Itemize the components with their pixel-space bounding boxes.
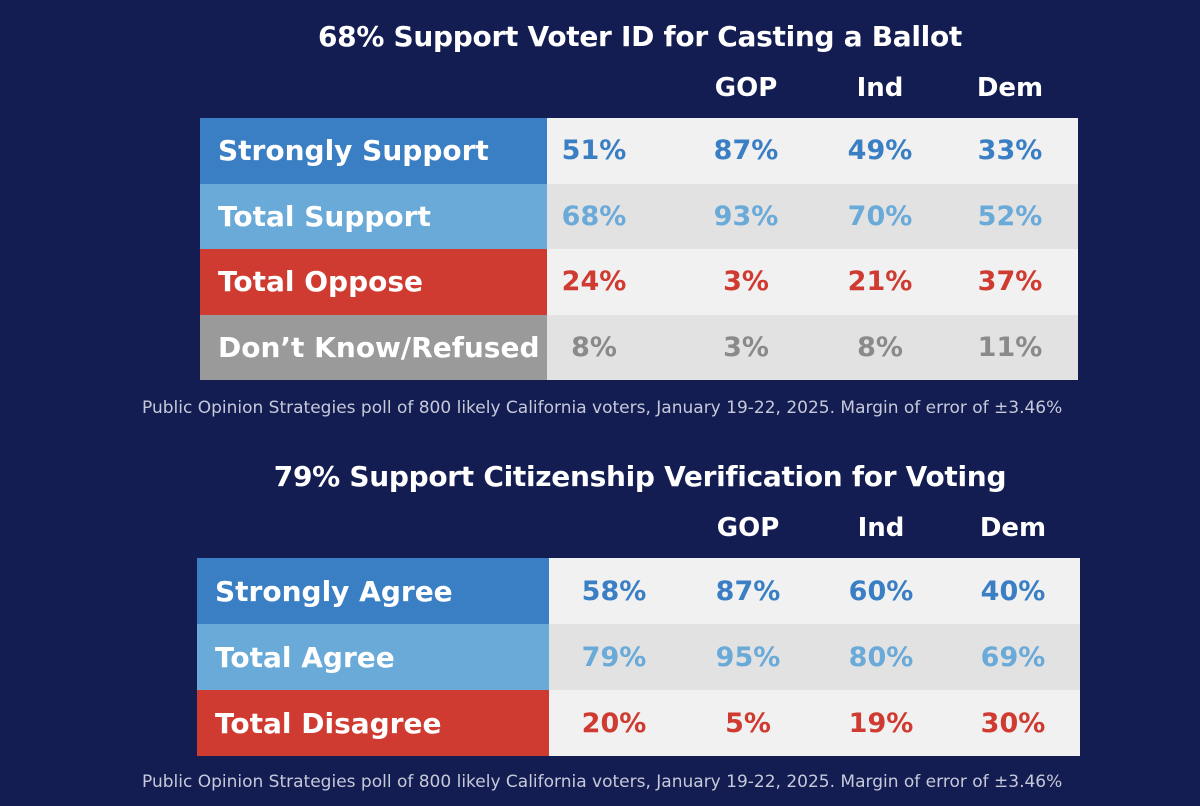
table-cell: 95% bbox=[715, 641, 781, 673]
column-header: Dem bbox=[979, 513, 1047, 543]
table-cell: 37% bbox=[977, 266, 1043, 298]
row-label: Total Oppose bbox=[200, 249, 547, 315]
table-cell: 8% bbox=[571, 331, 617, 363]
data-table: Strongly Agree 58% 87% 60% 40% Total Agree 79%… bbox=[197, 558, 1080, 756]
table-cell: 8% bbox=[857, 331, 903, 363]
table-cell: 21% bbox=[847, 266, 913, 298]
table-cell: 68% bbox=[561, 200, 627, 232]
table-cell: 33% bbox=[977, 135, 1043, 167]
table-cell: 3% bbox=[723, 331, 769, 363]
table-cell: 11% bbox=[977, 331, 1043, 363]
column-header: Dem bbox=[976, 73, 1044, 103]
table-cell: 79% bbox=[581, 641, 647, 673]
table-cell: 87% bbox=[713, 135, 779, 167]
table-cell: 5% bbox=[725, 707, 771, 739]
table-cell: 49% bbox=[847, 135, 913, 167]
table-row: Strongly Agree 58% 87% 60% 40% bbox=[197, 558, 1080, 624]
table-cell: 51% bbox=[561, 135, 627, 167]
column-header: GOP bbox=[714, 73, 778, 103]
source-note: Public Opinion Strategies poll of 800 li… bbox=[142, 772, 1063, 792]
table-cell: 60% bbox=[848, 575, 914, 607]
table-cell: 93% bbox=[713, 200, 779, 232]
table-title: 68% Support Voter ID for Casting a Ballo… bbox=[317, 20, 963, 53]
table-cell: 20% bbox=[581, 707, 647, 739]
column-header: Ind bbox=[857, 513, 905, 543]
column-header: Ind bbox=[856, 73, 904, 103]
row-label: Total Agree bbox=[197, 624, 549, 690]
row-label: Strongly Support bbox=[200, 118, 547, 184]
table-cell: 24% bbox=[561, 266, 627, 298]
row-label: Total Support bbox=[200, 183, 547, 249]
table-cell: 52% bbox=[977, 200, 1043, 232]
table-row: Total Support 68% 93% 70% 52% bbox=[200, 183, 1078, 249]
table-row: Strongly Support 51% 87% 49% 33% bbox=[200, 118, 1078, 184]
table-cell: 80% bbox=[848, 641, 914, 673]
table-cell: 40% bbox=[980, 575, 1046, 607]
table-title: 79% Support Citizenship Verification for… bbox=[273, 460, 1007, 493]
table-row: Don’t Know/Refused 8% 3% 8% 11% bbox=[200, 314, 1078, 380]
table-row: Total Disagree 20% 5% 19% 30% bbox=[197, 690, 1080, 756]
table-cell: 30% bbox=[980, 707, 1046, 739]
source-note: Public Opinion Strategies poll of 800 li… bbox=[142, 398, 1063, 418]
table-cell: 19% bbox=[848, 707, 914, 739]
table-cell: 87% bbox=[715, 575, 781, 607]
data-table: Strongly Support 51% 87% 49% 33% Total Suppor… bbox=[200, 118, 1078, 380]
table-cell: 70% bbox=[847, 200, 913, 232]
table-row: Total Agree 79% 95% 80% 69% bbox=[197, 624, 1080, 690]
table-cell: 3% bbox=[723, 266, 769, 298]
table-cell: 69% bbox=[980, 641, 1046, 673]
table-cell: 58% bbox=[581, 575, 647, 607]
table-row: Total Oppose 24% 3% 21% 37% bbox=[200, 249, 1078, 315]
row-label: Total Disagree bbox=[197, 690, 549, 756]
row-label: Don’t Know/Refused bbox=[200, 314, 547, 380]
column-header: GOP bbox=[716, 513, 780, 543]
row-label: Strongly Agree bbox=[197, 558, 549, 624]
